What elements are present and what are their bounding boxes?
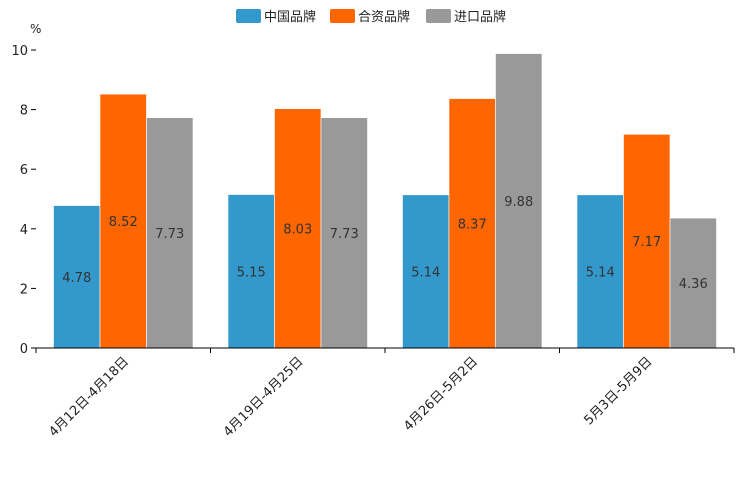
bar — [320, 117, 368, 349]
y-tick-label: 10 — [11, 44, 28, 59]
x-category-label: 4月19日-4月25日 — [221, 354, 307, 440]
legend-swatch — [426, 9, 451, 23]
bar — [227, 194, 275, 349]
bar — [146, 117, 194, 349]
data-label: 8.03 — [283, 222, 312, 237]
bar — [623, 134, 671, 349]
x-category-label: 4月12日-4月18日 — [46, 354, 132, 440]
plot-area: 4.78 8.52 7.73 5.15 8.03 7.73 5.14 8.37 9.88 5.14… — [53, 53, 717, 349]
data-label: 7.73 — [330, 227, 359, 242]
legend-label: 合资品牌 — [358, 9, 410, 25]
legend-swatch — [330, 9, 355, 23]
bar — [576, 194, 624, 349]
y-axis-unit-label: % — [30, 22, 41, 36]
data-label: 5.14 — [411, 265, 440, 280]
data-label: 7.73 — [155, 227, 184, 242]
x-category-label: 4月26日-5月2日 — [401, 354, 481, 434]
data-label: 8.52 — [109, 215, 138, 230]
bar — [402, 194, 450, 349]
data-label: 5.15 — [237, 265, 266, 280]
legend-swatch — [236, 9, 261, 23]
legend-label: 中国品牌 — [264, 9, 316, 25]
data-label: 5.14 — [586, 265, 615, 280]
y-tick-label: 8 — [20, 104, 28, 119]
legend: 中国品牌 合资品牌 进口品牌 — [236, 9, 506, 25]
x-category-label: 5月3日-5月9日 — [581, 354, 655, 428]
data-label: 7.17 — [632, 235, 661, 250]
data-label: 4.78 — [62, 271, 91, 286]
y-tick-label: 0 — [20, 342, 28, 357]
x-axis: 4月12日-4月18日 4月19日-4月25日 4月26日-5月2日 5月3日-5月9… — [35, 347, 735, 440]
data-label: 8.37 — [458, 217, 487, 232]
bar — [274, 108, 322, 349]
bar — [448, 98, 496, 349]
data-label: 9.88 — [504, 195, 533, 210]
y-tick-label: 4 — [20, 223, 28, 238]
y-tick-label: 2 — [20, 282, 28, 297]
bar — [669, 217, 717, 349]
legend-label: 进口品牌 — [454, 9, 506, 25]
y-axis: 0 2 4 6 8 10 — [11, 44, 36, 357]
y-tick-label: 6 — [20, 163, 28, 178]
data-label: 4.36 — [679, 277, 708, 292]
